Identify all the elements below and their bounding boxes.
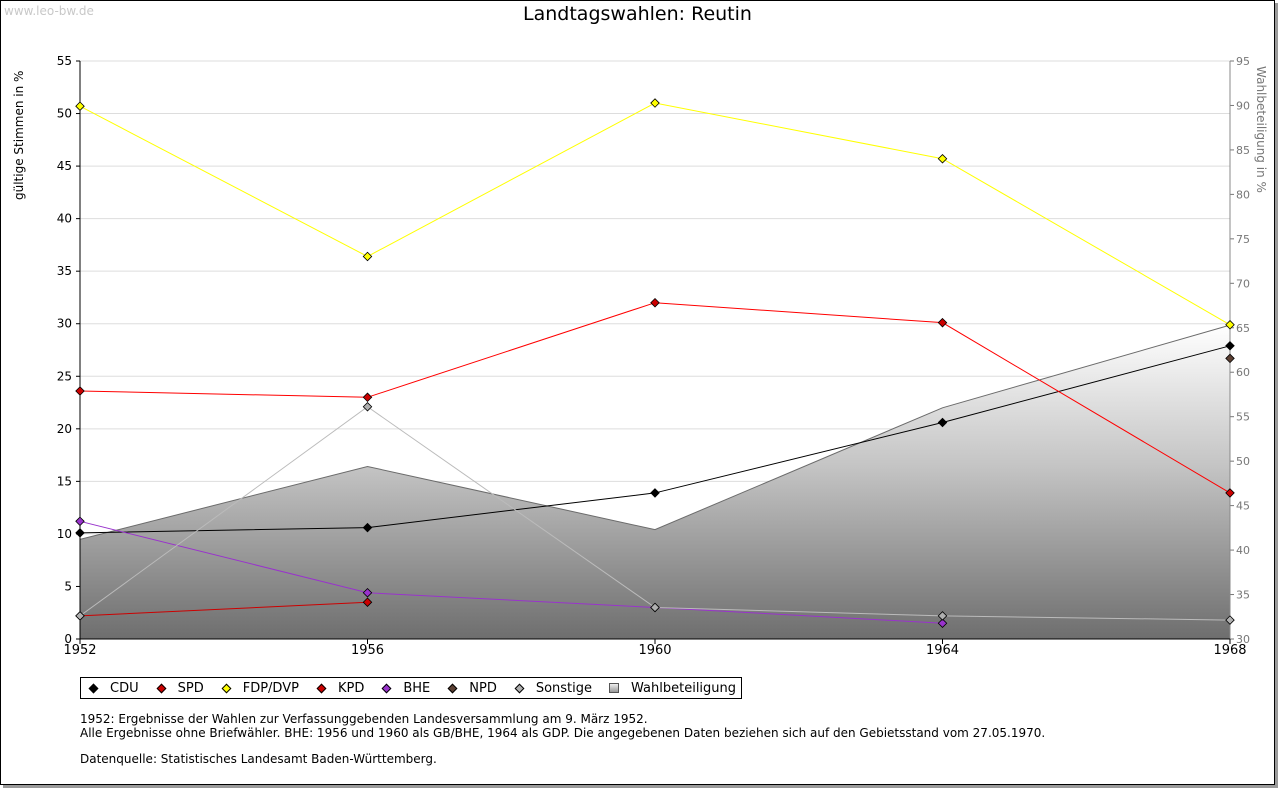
legend-marker	[85, 682, 101, 694]
footnote-general: Alle Ergebnisse ohne Briefwähler. BHE: 1…	[80, 726, 1046, 740]
data-point-fdp-dvp	[937, 153, 948, 164]
turnout-line	[79, 324, 1231, 540]
y-tick-label-left: 55	[57, 54, 72, 68]
y-tick-label-left: 50	[57, 107, 72, 121]
legend-item-kpd: KPD	[313, 681, 364, 696]
legend-marker	[606, 682, 622, 694]
turnout-area	[80, 325, 1230, 639]
data-point-sonstige	[362, 401, 373, 412]
y-tick-label-right: 40	[1236, 544, 1250, 557]
data-point-fdp-dvp	[650, 98, 660, 108]
y-tick-label-right: 85	[1236, 144, 1250, 157]
series-line-kpd	[79, 601, 368, 617]
data-point-bhe	[362, 587, 373, 598]
y-tick-label-right: 90	[1236, 99, 1250, 112]
data-point-spd	[650, 297, 660, 308]
data-point-fdp-dvp	[362, 251, 373, 262]
y-tick-label-right: 80	[1236, 188, 1250, 201]
legend-marker	[153, 682, 169, 694]
legend-label: NPD	[469, 680, 497, 696]
y-tick-label-left: 45	[57, 159, 72, 173]
y-tick-label-right: 75	[1236, 233, 1250, 246]
y-tick-label-right: 55	[1236, 411, 1250, 424]
legend-marker	[313, 682, 329, 694]
y-tick-label-left: 35	[57, 264, 72, 278]
y-tick-label-left: 15	[57, 474, 72, 488]
legend-label: Wahlbeteiligung	[631, 680, 737, 696]
chart-title: Landtagswahlen: Reutin	[523, 3, 752, 25]
data-source: Datenquelle: Statistisches Landesamt Bad…	[80, 752, 437, 766]
series-line-bhe	[79, 520, 943, 624]
legend-marker	[378, 682, 394, 694]
y-tick-label-left: 20	[57, 422, 72, 436]
y-tick-label-right: 30	[1236, 633, 1250, 646]
legend-label: KPD	[337, 680, 365, 696]
legend-marker	[444, 682, 460, 694]
y-tick-label-right: 45	[1236, 500, 1250, 513]
legend-label: FDP/DVP	[242, 680, 299, 696]
data-point-cdu	[1225, 341, 1235, 351]
footnote-1952: 1952: Ergebnisse der Wahlen zur Verfassu…	[80, 712, 648, 726]
data-point-bhe	[937, 618, 948, 629]
legend-item-cdu: CDU	[85, 681, 139, 696]
legend-item-spd: SPD	[153, 681, 204, 696]
data-point-npd	[1225, 353, 1235, 364]
data-point-sonstige	[650, 602, 660, 613]
data-point-spd	[362, 392, 373, 403]
legend-marker	[218, 682, 234, 694]
legend-item-fdp-dvp: FDP/DVP	[218, 681, 299, 696]
legend-item-sonstige: Sonstige	[511, 681, 592, 696]
x-tick-label: 1956	[351, 643, 384, 658]
legend: CDU SPD FDP/DVP KPD BHE NPD Sonstige Wahlbeteil…	[80, 677, 743, 699]
y-tick-label-left: 0	[64, 632, 72, 646]
y-tick-label-right: 65	[1236, 322, 1250, 335]
y-tick-label-left: 5	[64, 579, 72, 593]
legend-item-npd: NPD	[444, 681, 497, 696]
x-tick-label: 1960	[638, 643, 671, 658]
legend-label: BHE	[403, 680, 431, 696]
data-point-bhe	[75, 516, 85, 527]
legend-label: CDU	[110, 680, 139, 696]
data-point-cdu	[362, 522, 373, 533]
data-point-cdu	[75, 528, 85, 538]
data-point-fdp-dvp	[1225, 320, 1235, 330]
data-point-spd	[1225, 488, 1235, 498]
y-tick-label-right: 95	[1236, 55, 1250, 68]
legend-label: SPD	[177, 680, 204, 696]
data-point-kpd	[362, 597, 373, 607]
data-point-sonstige	[75, 611, 85, 621]
y-tick-label-left: 10	[57, 527, 72, 541]
legend-item-bhe: BHE	[378, 681, 430, 696]
legend-label: Sonstige	[535, 680, 593, 696]
legend-item-wahlbeteiligung: Wahlbeteiligung	[606, 681, 736, 696]
y-tick-label-right: 50	[1236, 455, 1250, 468]
data-point-fdp-dvp	[75, 101, 85, 111]
x-tick-label: 1968	[1213, 643, 1246, 658]
data-point-sonstige	[937, 611, 948, 621]
y-tick-label-left: 40	[57, 212, 72, 226]
watermark: www.leo-bw.de	[4, 4, 94, 18]
data-point-spd	[75, 386, 85, 396]
legend-marker	[511, 682, 527, 694]
x-tick-label: 1964	[926, 643, 959, 658]
x-tick-label: 1952	[63, 643, 96, 658]
data-point-sonstige	[1225, 615, 1235, 625]
data-point-cdu	[937, 417, 948, 428]
y-tick-label-left: 30	[57, 317, 72, 331]
data-point-cdu	[650, 488, 660, 498]
y-tick-label-right: 60	[1236, 366, 1250, 379]
footnotes: 1952: Ergebnisse der Wahlen zur Verfassu…	[80, 712, 1045, 740]
data-point-spd	[937, 317, 948, 328]
y-tick-label-right: 70	[1236, 277, 1250, 290]
y-tick-label-right: 35	[1236, 589, 1250, 602]
series-line-fdp-dvp	[79, 102, 1231, 326]
y-tick-label-left: 25	[57, 369, 72, 383]
